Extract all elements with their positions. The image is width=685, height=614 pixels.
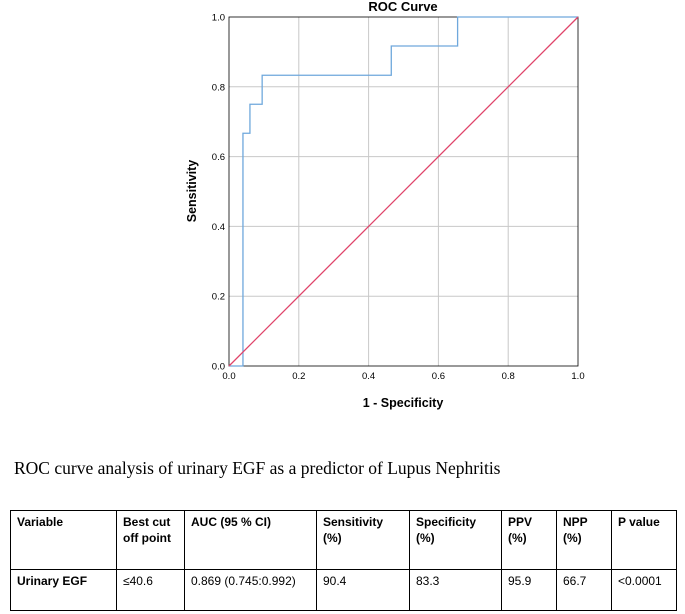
header-ppv: PPV (%) (501, 510, 557, 570)
header-p-value: P value (611, 510, 677, 570)
x-tick-label: 0.2 (292, 371, 305, 382)
x-tick-label: 0.8 (502, 371, 515, 382)
header-specificity: Specificity (%) (409, 510, 502, 570)
y-tick-label: 0.2 (212, 292, 225, 303)
header-variable: Variable (10, 510, 117, 570)
plot-frame (228, 16, 579, 367)
y-axis-label: Sensitivity (185, 160, 199, 223)
x-tick-label: 0.0 (222, 371, 235, 382)
y-tick-label: 0.8 (212, 82, 225, 93)
y-tick-label: 0.4 (212, 222, 225, 233)
header-sensitivity: Sensitivity (%) (316, 510, 410, 570)
figure-caption: ROC curve analysis of urinary EGF as a p… (14, 458, 501, 478)
results-table: Variable Best cut off point AUC (95 % CI… (10, 510, 677, 611)
cell-npp: 66.7 (556, 569, 612, 611)
cell-cutoff: ≤40.6 (116, 569, 185, 611)
y-tick-label: 1.0 (212, 13, 225, 24)
tick-labels: 0.0 0.2 0.4 0.6 0.8 1.0 0.0 0.2 0.4 0.6 0.8 1.0 (212, 13, 585, 383)
x-tick-label: 0.4 (362, 371, 375, 382)
cell-p-value: <0.0001 (611, 569, 677, 611)
cell-specificity: 83.3 (409, 569, 502, 611)
x-axis-label: 1 - Specificity (363, 396, 444, 410)
y-tick-label: 0.0 (212, 362, 225, 373)
cell-sensitivity: 90.4 (316, 569, 410, 611)
cell-ppv: 95.9 (501, 569, 557, 611)
chart-title: ROC Curve (368, 0, 437, 14)
roc-curve-line (229, 16, 578, 367)
header-npp: NPP (%) (556, 510, 612, 570)
reference-diagonal-line (228, 16, 579, 367)
header-cutoff: Best cut off point (116, 510, 185, 570)
cell-auc: 0.869 (0.745:0.992) (184, 569, 317, 611)
header-auc: AUC (95 % CI) (184, 510, 317, 570)
x-tick-label: 0.6 (432, 371, 445, 382)
series-layer (228, 16, 579, 367)
y-tick-label: 0.6 (212, 152, 225, 163)
x-tick-label: 1.0 (571, 371, 584, 382)
roc-chart: ROC Curve 0.0 0.2 0.4 0.6 0.8 1.0 0.0 0.2 0.4 0.6… (185, 0, 585, 410)
table-row: Urinary EGF ≤40.6 0.869 (0.745:0.992) 90… (10, 569, 677, 611)
cell-variable: Urinary EGF (10, 569, 117, 611)
table-header-row: Variable Best cut off point AUC (95 % CI… (10, 510, 677, 570)
